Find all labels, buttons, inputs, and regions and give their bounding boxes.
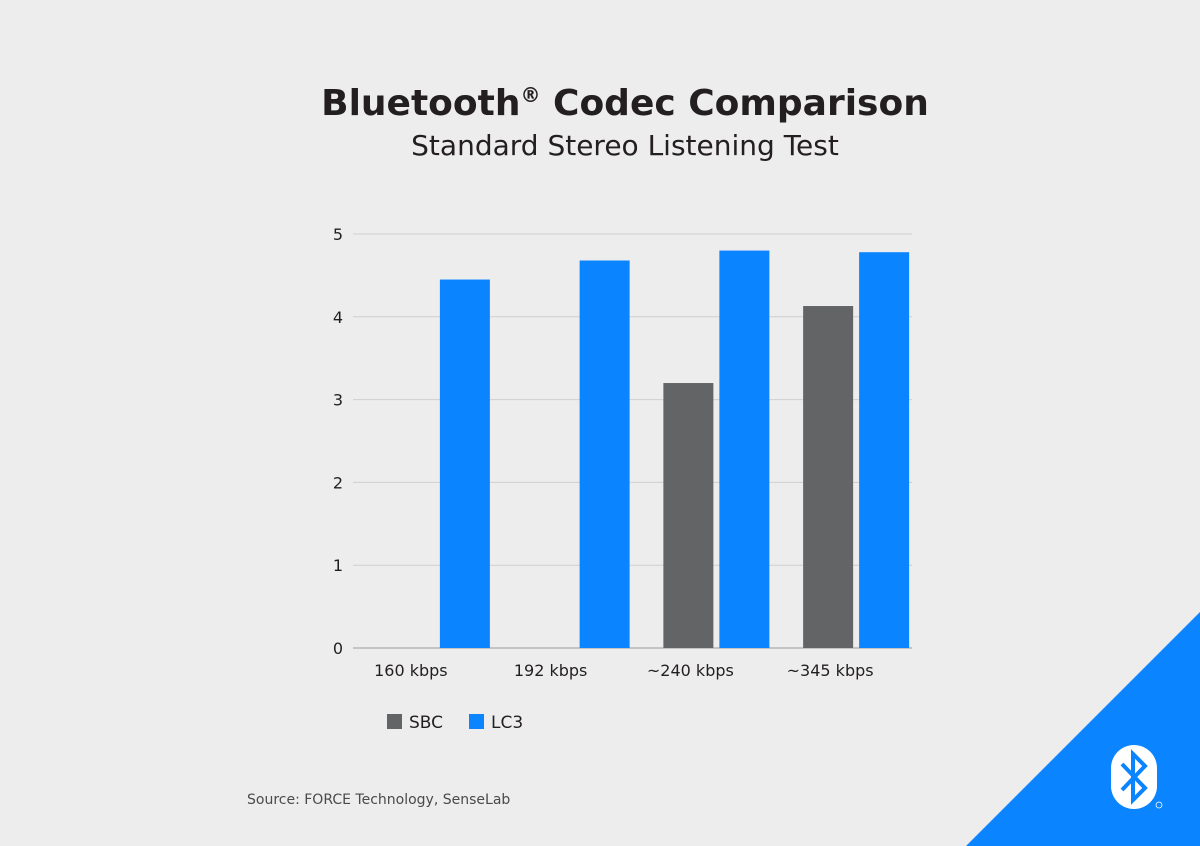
- legend-swatch-sbc: [387, 714, 402, 729]
- bar-lc3: [439, 279, 490, 648]
- bar-lc3: [859, 252, 910, 648]
- corner-triangle: [966, 612, 1200, 846]
- y-tick-label: 4: [333, 308, 343, 327]
- source-note: Source: FORCE Technology, SenseLab: [247, 792, 511, 808]
- chart-subtitle: Standard Stereo Listening Test: [411, 129, 839, 162]
- bar-sbc: [663, 383, 714, 648]
- chart-title: Bluetooth® Codec Comparison: [321, 83, 929, 124]
- y-tick-label: 0: [333, 639, 343, 658]
- legend-swatch-lc3: [469, 714, 484, 729]
- bar-sbc: [803, 306, 854, 648]
- bluetooth-icon: [1111, 745, 1157, 809]
- y-tick-label: 2: [333, 473, 343, 492]
- legend-label-sbc: SBC: [409, 713, 443, 733]
- y-tick-label: 1: [333, 556, 343, 575]
- x-tick-label: 192 kbps: [514, 661, 588, 680]
- bar-lc3: [719, 250, 770, 648]
- x-tick-label: ~240 kbps: [647, 661, 734, 680]
- bar-lc3: [579, 260, 630, 648]
- legend-label-lc3: LC3: [491, 713, 523, 733]
- x-tick-label: ~345 kbps: [787, 661, 874, 680]
- x-tick-label: 160 kbps: [374, 661, 448, 680]
- y-tick-label: 3: [333, 391, 343, 410]
- y-tick-label: 5: [333, 225, 343, 244]
- registered-mark: [1155, 801, 1163, 809]
